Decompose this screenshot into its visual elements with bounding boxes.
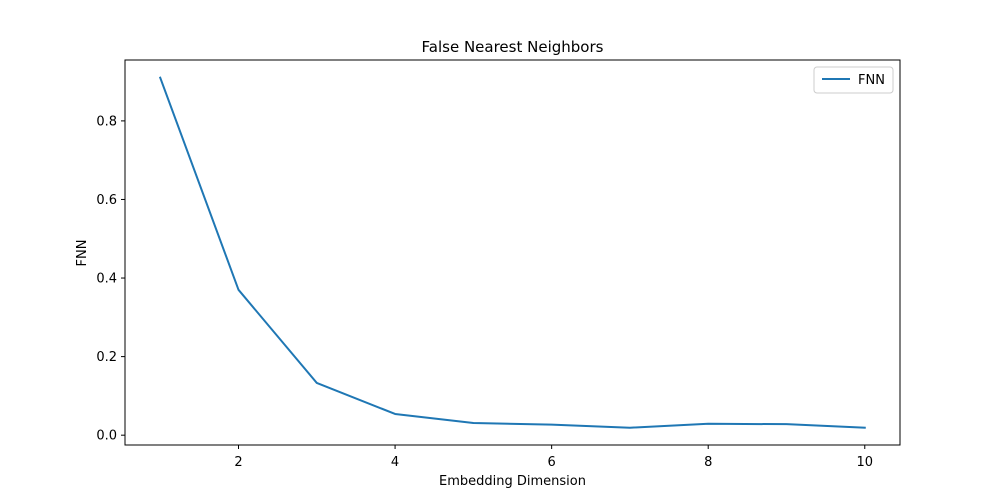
y-tick-label: 0.0 bbox=[96, 429, 117, 444]
plot-area: 2 4 6 8 10 0.0 0.2 0.4 0.6 0.8 bbox=[96, 59, 901, 470]
y-tick-label: 0.4 bbox=[96, 272, 117, 287]
y-tick-label: 0.6 bbox=[96, 193, 117, 208]
chart-title: False Nearest Neighbors bbox=[422, 38, 604, 56]
series-layer bbox=[158, 76, 866, 429]
x-axis-title: Embedding Dimension bbox=[439, 474, 586, 489]
x-tick-label: 2 bbox=[234, 455, 242, 470]
y-tick-label: 0.8 bbox=[96, 114, 117, 129]
x-tick-label: 10 bbox=[856, 455, 873, 470]
y-axis-title: FNN bbox=[75, 240, 90, 267]
x-tick-label: 8 bbox=[704, 455, 712, 470]
x-tick-label: 6 bbox=[548, 455, 556, 470]
y-tick-label: 0.2 bbox=[96, 350, 117, 365]
series-line-fnn bbox=[158, 76, 866, 429]
x-tick-label: 4 bbox=[391, 455, 399, 470]
plot-frame bbox=[124, 59, 901, 446]
x-axis: 2 4 6 8 10 bbox=[234, 445, 873, 470]
y-axis: 0.0 0.2 0.4 0.6 0.8 bbox=[96, 114, 125, 444]
legend-box bbox=[813, 66, 894, 94]
legend-label: FNN bbox=[858, 73, 885, 88]
legend: FNN bbox=[813, 66, 894, 94]
